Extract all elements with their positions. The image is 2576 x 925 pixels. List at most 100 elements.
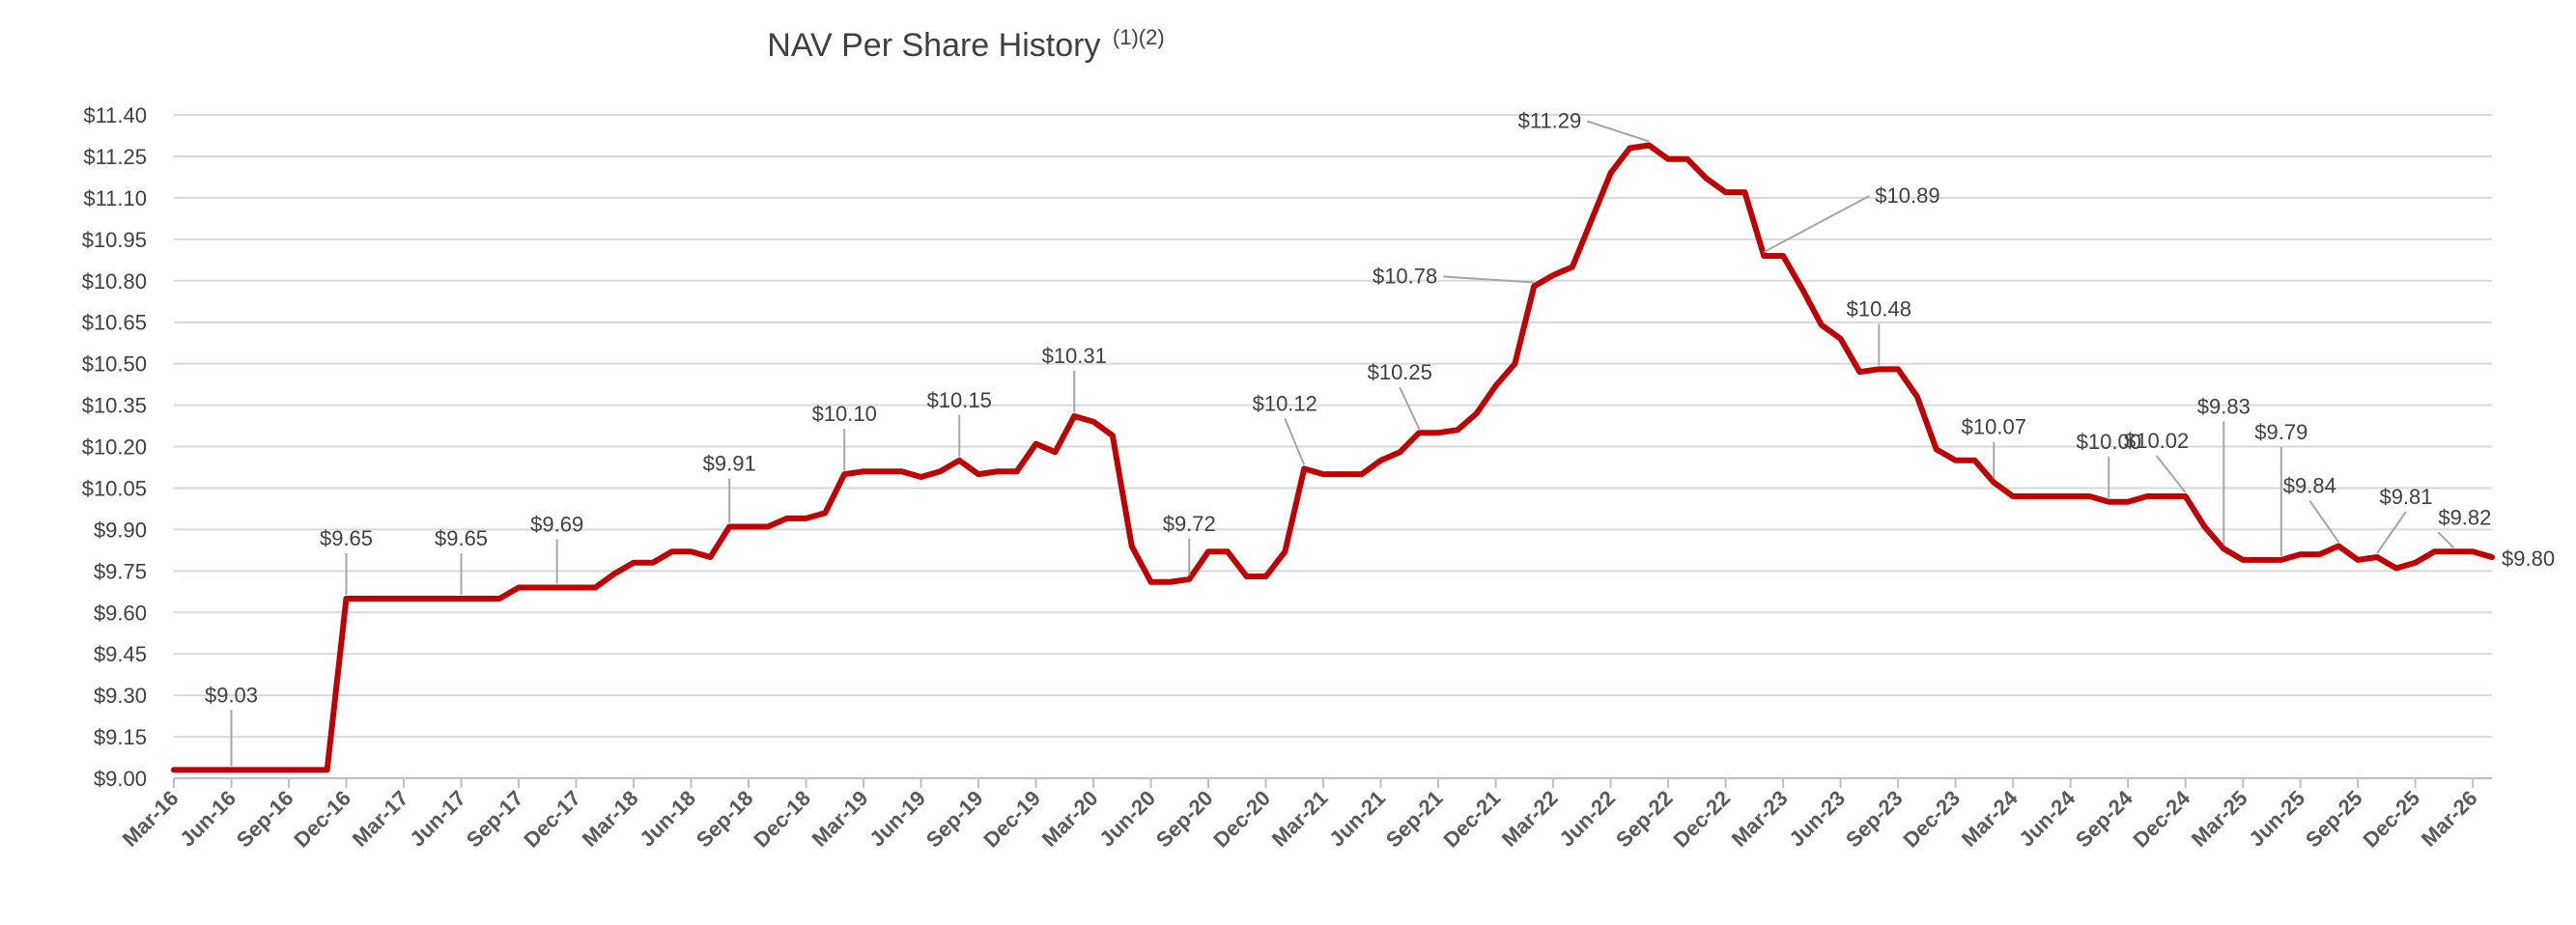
- annotation-leader-line: [1399, 386, 1421, 430]
- y-tick-label: $9.30: [94, 684, 147, 708]
- x-tick-label: Mar-21: [1267, 786, 1333, 852]
- x-tick-label: Sep-25: [2301, 786, 2367, 853]
- annotation-labels: $9.03 $9.65 $9.65 $9.69 $9.91 $10.10 $10.15 $10…: [205, 108, 2555, 707]
- x-tick-label: Jun-22: [1554, 786, 1620, 852]
- annotation-leader-line: [1586, 120, 1650, 143]
- annotation-leader-line: [1284, 418, 1306, 465]
- annotation-label: $9.79: [2254, 420, 2307, 444]
- x-tick-label: Jun-25: [2244, 786, 2309, 852]
- annotation-label: $11.29: [1518, 108, 1582, 132]
- x-tick-label: Dec-19: [978, 786, 1045, 853]
- annotation-leader-line: [1443, 275, 1535, 284]
- annotation-label: $9.84: [2283, 474, 2336, 498]
- x-tick-label: Mar-17: [348, 786, 413, 852]
- x-tick-label: Mar-25: [2187, 786, 2252, 852]
- annotation-label: $10.15: [927, 388, 992, 412]
- x-tick-label: Jun-17: [405, 786, 470, 852]
- annotation-label: $9.65: [320, 526, 373, 550]
- chart-title-text: NAV Per Share History: [767, 27, 1100, 64]
- x-tick-label: Sep-19: [921, 786, 988, 853]
- x-tick-label: Jun-20: [1094, 786, 1160, 852]
- annotation-label: $10.48: [1847, 296, 1911, 321]
- y-tick-label: $11.10: [83, 186, 147, 210]
- x-axis-tick-labels: Mar-16Jun-16Sep-16Dec-16Mar-17Jun-17Sep-…: [118, 778, 2482, 853]
- x-tick-label: Dec-25: [2358, 786, 2424, 853]
- x-tick-label: Sep-24: [2071, 785, 2137, 852]
- annotation-leader-line: [2437, 531, 2455, 548]
- annotation-leader-line: [2155, 455, 2187, 493]
- annotation-leaders: [230, 120, 2455, 767]
- annotation-label: $10.31: [1042, 344, 1107, 368]
- x-tick-label: Jun-16: [175, 786, 241, 852]
- nav-series-line: [171, 142, 2495, 773]
- annotation-label: $10.00: [2077, 430, 2141, 454]
- x-tick-label: Sep-23: [1841, 786, 1908, 853]
- x-tick-label: Jun-21: [1324, 786, 1390, 852]
- annotation-label: $9.69: [530, 512, 583, 536]
- annotation-label: $10.10: [812, 402, 877, 426]
- annotation-label: $9.03: [205, 683, 258, 707]
- x-tick-label: Mar-23: [1727, 786, 1793, 852]
- annotation-label: $9.72: [1163, 512, 1216, 536]
- x-tick-label: Mar-16: [118, 786, 184, 852]
- annotation-label: $9.65: [435, 526, 488, 550]
- x-tick-label: Jun-18: [635, 786, 700, 852]
- annotation-label: $9.80: [2502, 547, 2555, 571]
- x-tick-label: Sep-17: [462, 786, 528, 853]
- gridlines: [174, 114, 2492, 779]
- x-tick-label: Mar-26: [2417, 786, 2482, 852]
- y-tick-label: $9.45: [94, 642, 147, 666]
- x-tick-label: Dec-21: [1438, 786, 1505, 853]
- chart-title-superscript: (1)(2): [1113, 25, 1165, 49]
- series-layer: [171, 142, 2495, 773]
- annotation-leader-line: [2308, 499, 2340, 544]
- x-tick-label: Mar-18: [578, 786, 643, 852]
- x-tick-label: Dec-20: [1208, 786, 1275, 853]
- x-tick-label: Dec-17: [519, 786, 585, 853]
- y-tick-label: $11.40: [83, 103, 147, 127]
- annotation-label: $10.25: [1368, 360, 1432, 384]
- x-tick-label: Dec-22: [1668, 786, 1735, 853]
- x-tick-label: Sep-22: [1611, 786, 1678, 853]
- y-axis-tick-labels: $9.00 $9.15 $9.30 $9.45 $9.60 $9.75 $9.90 $10.0…: [82, 103, 147, 791]
- x-tick-label: Sep-20: [1151, 786, 1218, 853]
- y-tick-label: $9.15: [94, 725, 147, 749]
- x-tick-label: Sep-18: [692, 786, 758, 853]
- y-tick-label: $11.25: [83, 145, 147, 169]
- y-tick-label: $10.80: [82, 269, 147, 294]
- y-tick-label: $10.05: [82, 476, 147, 500]
- y-tick-label: $10.20: [82, 435, 147, 460]
- x-tick-label: Jun-23: [1784, 786, 1850, 852]
- annotation-label: $9.81: [2379, 485, 2432, 509]
- y-tick-label: $10.95: [82, 228, 147, 252]
- annotation-leader-line: [1763, 195, 1870, 253]
- annotation-label: $10.02: [2124, 429, 2189, 453]
- y-tick-label: $10.35: [82, 394, 147, 418]
- annotation-label: $10.89: [1875, 183, 1939, 208]
- annotation-label: $9.83: [2197, 394, 2250, 418]
- x-tick-label: Dec-16: [289, 786, 355, 853]
- annotation-label: $10.12: [1253, 391, 1317, 415]
- x-tick-label: Mar-24: [1957, 785, 2023, 851]
- annotation-label: $10.78: [1373, 264, 1437, 288]
- x-tick-label: Mar-19: [807, 786, 873, 852]
- annotation-label: $9.82: [2438, 505, 2491, 529]
- x-tick-label: Jun-24: [2014, 785, 2080, 851]
- x-tick-label: Sep-16: [232, 786, 298, 853]
- y-tick-label: $9.90: [94, 518, 147, 542]
- y-tick-label: $10.65: [82, 311, 147, 335]
- x-tick-label: Dec-24: [2128, 785, 2194, 852]
- chart-title: NAV Per Share History (1)(2): [767, 25, 1164, 64]
- x-tick-label: Mar-20: [1037, 786, 1103, 852]
- x-tick-label: Dec-18: [749, 786, 815, 853]
- annotation-label: $9.91: [703, 452, 756, 476]
- y-tick-label: $9.75: [94, 559, 147, 583]
- y-tick-label: $10.50: [82, 352, 147, 377]
- x-tick-label: Mar-22: [1497, 786, 1563, 852]
- annotation-leader-line: [2376, 511, 2407, 554]
- annotation-label: $10.07: [1962, 415, 2026, 439]
- y-tick-label: $9.00: [94, 767, 147, 791]
- y-tick-label: $9.60: [94, 601, 147, 625]
